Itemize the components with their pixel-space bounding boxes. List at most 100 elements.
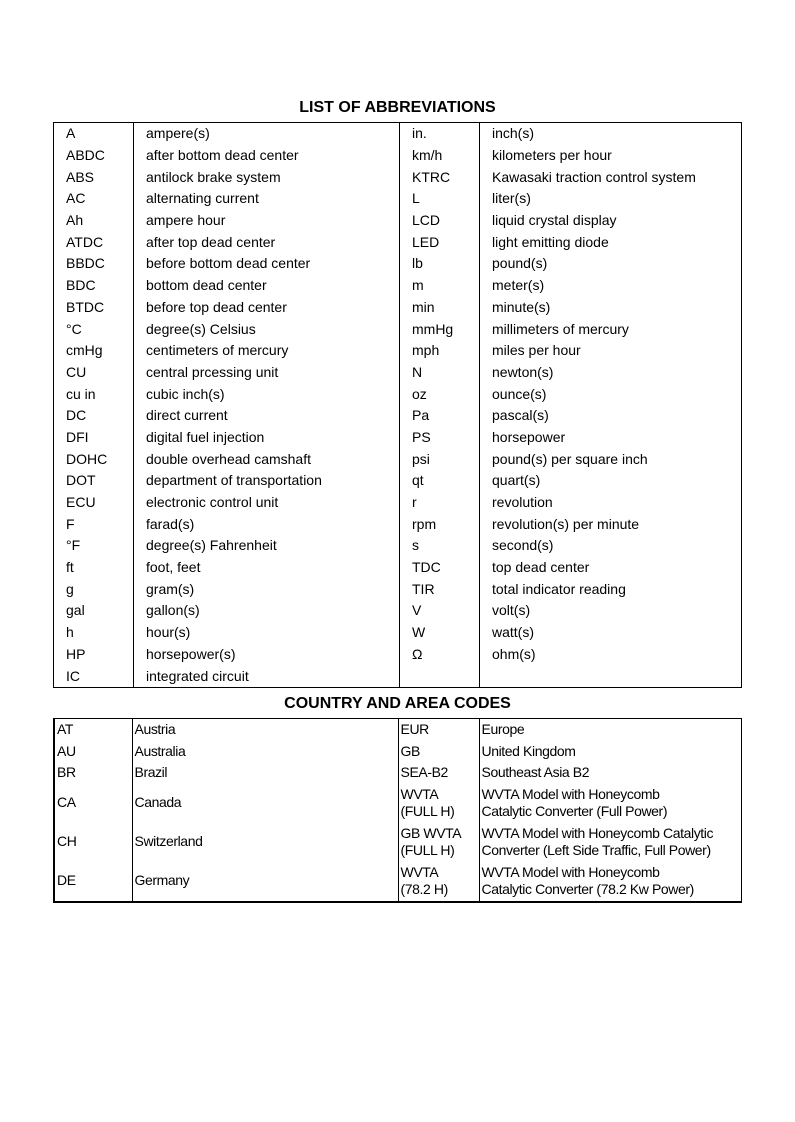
abbreviation-cell: °C [53, 318, 134, 340]
meaning-cell: inch(s) [479, 122, 742, 145]
meaning-cell: horsepower(s) [133, 643, 400, 666]
meaning-cell [479, 665, 742, 688]
abbreviation-cell: F [53, 513, 134, 536]
abbreviation-cell: BBDC [53, 253, 134, 275]
cell-line: GB WVTA [400, 824, 462, 841]
table-row: CH Switzerland GB WVTA (FULL H) WVTA Model w… [53, 822, 742, 862]
meaning-cell: department of transportation [133, 470, 400, 492]
meaning-cell: ounce(s) [479, 383, 742, 405]
area-code-cell: GB WVTA (FULL H) [397, 822, 479, 862]
abbreviation-cell: TIR [399, 578, 480, 601]
abbreviation-cell: psi [399, 448, 480, 470]
cell-line: United Kingdom [481, 742, 576, 759]
abbreviation-cell: KTRC [399, 166, 480, 189]
meaning-cell: volt(s) [479, 600, 742, 622]
abbreviation-cell: L [399, 188, 480, 210]
meaning-cell: quart(s) [479, 470, 742, 492]
cell-line: (FULL H) [400, 842, 455, 858]
cell-line: WVTA Model with Honeycomb Catalytic [481, 824, 714, 841]
abbreviation-cell: mmHg [399, 318, 480, 340]
meaning-cell: degree(s) Celsius [133, 318, 400, 340]
meaning-cell: liquid crystal display [479, 209, 742, 232]
abbreviation-cell: DOHC [53, 448, 134, 470]
meaning-cell: meter(s) [479, 274, 742, 297]
area-name-cell: Southeast Asia B2 [478, 762, 742, 784]
cell-line: EUR [400, 721, 430, 737]
cell-line: Catalytic Converter (78.2 Kw Power) [481, 881, 695, 897]
area-code-cell: SEA-B2 [397, 762, 479, 784]
area-name-cell: WVTA Model with Honeycomb Catalytic Conve… [478, 822, 742, 862]
table-row: BTDC before top dead center min minute(s) [53, 296, 742, 319]
cell-line: WVTA [400, 863, 439, 880]
abbreviation-cell: gal [53, 600, 134, 622]
area-name-cell: United Kingdom [478, 740, 742, 762]
meaning-cell: antilock brake system [133, 166, 400, 189]
country-code-cell: DE [53, 861, 132, 902]
table-row: °F degree(s) Fahrenheit s second(s) [53, 535, 742, 557]
meaning-cell: ampere(s) [133, 122, 400, 145]
abbreviation-cell: ABS [53, 166, 134, 189]
abbreviation-cell: N [399, 361, 480, 384]
cell-line: WVTA [400, 785, 439, 802]
meaning-cell: before bottom dead center [133, 253, 400, 275]
meaning-cell: pound(s) [479, 253, 742, 275]
meaning-cell: after top dead center [133, 231, 400, 254]
abbreviation-cell: W [399, 621, 480, 644]
area-name-cell: Europe [478, 718, 742, 741]
meaning-cell: newton(s) [479, 361, 742, 384]
abbreviation-cell: qt [399, 470, 480, 492]
table-row: ABS antilock brake system KTRC Kawasaki tra… [53, 166, 742, 189]
meaning-cell: revolution(s) per minute [479, 513, 742, 536]
table-row: DFI digital fuel injection PS horsepower [53, 426, 742, 449]
country-code-cell: AU [53, 740, 132, 762]
abbreviation-cell: cu in [53, 383, 134, 405]
cell-line: Converter (Left Side Traffic, Full Power… [481, 842, 712, 858]
country-code-cell: AT [53, 718, 132, 741]
abbreviation-cell: BTDC [53, 296, 134, 319]
meaning-cell: after bottom dead center [133, 144, 400, 167]
meaning-cell: minute(s) [479, 296, 742, 319]
table-row: DE Germany WVTA (78.2 H) WVTA Model with Hon… [53, 861, 742, 902]
abbreviation-cell: TDC [399, 556, 480, 579]
meaning-cell: ampere hour [133, 209, 400, 232]
table-row: BDC bottom dead center m meter(s) [53, 274, 742, 297]
abbreviation-cell: A [53, 122, 134, 145]
meaning-cell: horsepower [479, 426, 742, 449]
abbreviation-cell: mph [399, 339, 480, 362]
cell-line: Catalytic Converter (Full Power) [481, 803, 668, 819]
meaning-cell: digital fuel injection [133, 426, 400, 449]
table-row: BR Brazil SEA-B2 Southeast Asia B2 [53, 762, 742, 784]
meaning-cell: pascal(s) [479, 404, 742, 427]
meaning-cell: Kawasaki traction control system [479, 166, 742, 189]
meaning-cell: pound(s) per square inch [479, 448, 742, 470]
country-name-cell: Brazil [131, 762, 398, 784]
abbreviation-cell: ECU [53, 491, 134, 514]
abbreviation-cell: °F [53, 535, 134, 557]
meaning-cell: foot, feet [133, 556, 400, 579]
table-row: DOHC double overhead camshaft psi pound(s) … [53, 448, 742, 470]
table-row: ft foot, feet TDC top dead center [53, 556, 742, 579]
table-row: °C degree(s) Celsius mmHg millimeters of me… [53, 318, 742, 340]
abbreviation-cell: m [399, 274, 480, 297]
cell-line: WVTA Model with Honeycomb [481, 863, 660, 880]
area-code-cell: GB [397, 740, 479, 762]
country-code-cell: CA [53, 783, 132, 823]
abbreviation-cell: Ω [399, 643, 480, 666]
meaning-cell: electronic control unit [133, 491, 400, 514]
country-code-cell: CH [53, 822, 132, 862]
table-row: CA Canada WVTA (FULL H) WVTA Model with Hone… [53, 783, 742, 823]
area-name-cell: WVTA Model with Honeycomb Catalytic Conve… [478, 783, 742, 823]
table-row: cmHg centimeters of mercury mph miles per h… [53, 339, 742, 362]
area-name-cell: WVTA Model with Honeycomb Catalytic Conve… [478, 861, 742, 902]
abbreviation-cell: ft [53, 556, 134, 579]
meaning-cell: ohm(s) [479, 643, 742, 666]
abbreviation-cell: DFI [53, 426, 134, 449]
abbreviation-cell: ABDC [53, 144, 134, 167]
abbreviation-cell: DC [53, 404, 134, 427]
meaning-cell: second(s) [479, 535, 742, 557]
abbreviation-cell [399, 665, 480, 688]
meaning-cell: double overhead camshaft [133, 448, 400, 470]
abbreviation-cell: km/h [399, 144, 480, 167]
